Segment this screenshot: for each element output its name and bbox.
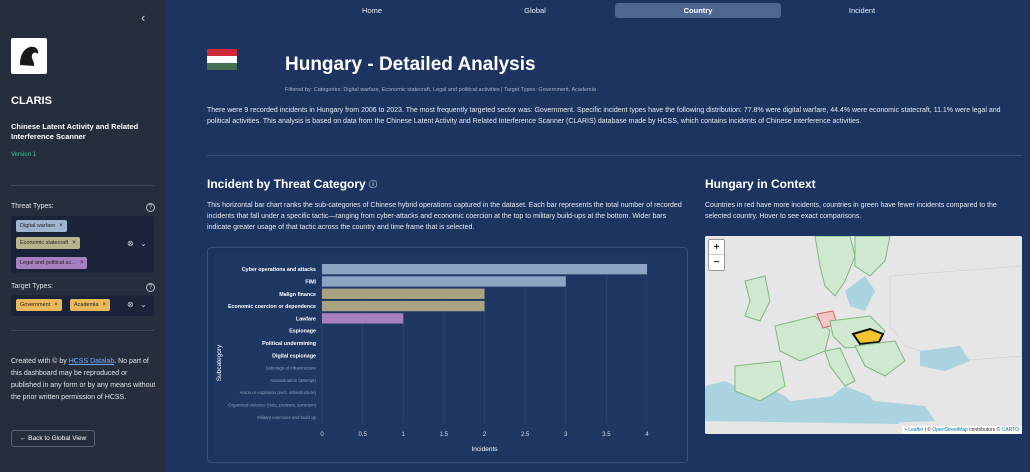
chart-x-tick-label: 0 <box>320 432 324 438</box>
hcss-datalab-link[interactable]: HCSS Datalab <box>68 358 115 365</box>
chart-category-label: Digital espionage <box>272 353 316 359</box>
claris-logo <box>11 38 47 74</box>
chart-x-tick-label: 2 <box>483 432 487 438</box>
copyright-prefix: Created with © by <box>11 358 69 365</box>
copyright-notice: Created with © by HCSS Datalab. No part … <box>11 356 157 404</box>
threat-tag-digital-warfare[interactable]: Digital warfare × <box>16 220 67 232</box>
chart-bar <box>322 288 485 299</box>
chart-plot-background <box>214 254 681 456</box>
tag-label: Academia <box>74 302 99 308</box>
remove-tag-icon[interactable]: × <box>102 302 106 308</box>
filter-summary: Filtered by: Categories: Digital warfare… <box>285 87 596 93</box>
tag-label: Legal and political ac... <box>20 260 76 266</box>
help-icon[interactable]: ? <box>146 283 155 292</box>
hungary-flag <box>207 49 237 70</box>
threat-category-title: Incident by Threat Category <box>207 177 366 191</box>
threat-tag-economic-statecraft[interactable]: Economic statecraft × <box>16 237 80 249</box>
chart-x-tick-label: 1.5 <box>440 432 449 438</box>
threat-tag-legal-political[interactable]: Legal and political ac... × <box>16 257 88 269</box>
tag-label: Government <box>20 302 51 308</box>
chart-category-label: Espionage <box>289 329 316 335</box>
back-to-global-button[interactable]: ← Back to Global View <box>11 430 95 447</box>
chart-category-label: Political undermining <box>262 341 316 347</box>
attribution-text: contributors © <box>967 427 1002 433</box>
app-subtitle: Chinese Latent Activity and Related Inte… <box>11 122 139 141</box>
chart-x-tick-label: 2.5 <box>521 432 530 438</box>
clear-all-icon[interactable]: ⊗ <box>127 239 134 248</box>
map-attribution: ▪ Leaflet | © OpenStreetMap contributors… <box>902 426 1022 434</box>
threat-category-heading: Incident by Threat Category ⓘ <box>207 177 377 191</box>
chart-category-label: FIMI <box>305 279 316 285</box>
chart-bar <box>322 313 404 324</box>
ukraine-flag-icon: ▪ <box>905 427 907 433</box>
chart-x-tick-label: 3 <box>564 432 568 438</box>
map-zoom-control: + − <box>708 239 725 271</box>
remove-tag-icon[interactable]: × <box>72 240 76 246</box>
threat-category-description: This horizontal bar chart ranks the sub-… <box>207 202 682 231</box>
version-label: Version 1 <box>11 152 37 158</box>
chart-category-label: Cyber operations and attacks <box>242 267 316 273</box>
threat-types-label: Threat Types: <box>11 203 54 210</box>
chart-category-label: Economic coercion or dependence <box>228 304 316 310</box>
chart-x-tick-label: 3.5 <box>602 432 611 438</box>
context-description: Countries in red have more incidents, co… <box>705 202 997 220</box>
chart-bar <box>322 300 485 312</box>
tag-label: Economic statecraft <box>20 240 69 246</box>
tab-global[interactable]: Global <box>524 6 546 15</box>
section-divider <box>207 155 1022 156</box>
remove-tag-icon[interactable]: × <box>59 223 63 229</box>
chevron-down-icon[interactable]: ⌄ <box>140 300 147 309</box>
clear-all-icon[interactable]: ⊗ <box>127 300 134 309</box>
collapse-sidebar-icon[interactable]: ‹ <box>141 10 146 25</box>
chart-x-tick-label: 1 <box>402 432 406 438</box>
chevron-down-icon[interactable]: ⌄ <box>140 239 147 248</box>
chart-x-tick-label: 0.5 <box>358 432 367 438</box>
osm-link[interactable]: OpenStreetMap <box>932 427 968 433</box>
remove-tag-icon[interactable]: × <box>54 302 58 308</box>
chart-bar <box>322 276 566 287</box>
threat-types-select[interactable]: Digital warfare × Economic statecraft × Le… <box>11 216 154 273</box>
chart-category-label: Lawfare <box>296 316 316 322</box>
zoom-in-button[interactable]: + <box>709 240 724 255</box>
chart-y-axis-title: Subcategory <box>216 344 223 381</box>
target-types-label: Target Types: <box>11 283 53 290</box>
chart-category-label: Arson or explosion (excl. infrastructure… <box>240 390 317 395</box>
sidebar-divider <box>11 330 154 331</box>
chart-category-label: Assassination (attempt) <box>270 378 316 383</box>
tab-country[interactable]: Country <box>615 3 781 18</box>
zoom-out-button[interactable]: − <box>713 257 720 268</box>
target-tag-academia[interactable]: Academia × <box>70 299 110 311</box>
context-heading: Hungary in Context <box>705 177 816 191</box>
tab-home[interactable]: Home <box>361 6 382 15</box>
chart-category-label: Organized violence (riots, protests, ter… <box>228 403 316 408</box>
chart-category-label: Malign finance <box>279 292 316 298</box>
sidebar-divider <box>11 185 154 186</box>
page-title: Hungary - Detailed Analysis <box>285 54 536 75</box>
copyright-suffix: . No part of this dashboard may be repro… <box>11 358 156 401</box>
app-title: CLARIS <box>11 95 52 107</box>
tag-label: Digital warfare <box>20 223 56 229</box>
chart-category-label: Military exercises and build up <box>257 415 316 420</box>
remove-tag-icon[interactable]: × <box>79 260 84 266</box>
chart-x-axis-title: Incidents <box>471 446 498 453</box>
europe-map[interactable] <box>705 236 1022 434</box>
chart-bar <box>322 263 647 275</box>
help-icon[interactable]: ⓘ <box>369 180 378 189</box>
carto-link[interactable]: CARTO <box>1001 427 1019 433</box>
tab-incident[interactable]: Incident <box>848 6 876 15</box>
target-types-select[interactable]: Government × Academia × ⊗ ⌄ <box>11 295 154 316</box>
sidebar: ‹ CLARIS Chinese Latent Activity and Rel… <box>0 0 166 472</box>
analysis-summary: There were 9 recorded incidents in Hunga… <box>207 107 1001 125</box>
leaflet-link[interactable]: Leaflet <box>908 427 924 433</box>
threat-category-chart[interactable]: 0 0.5 1 1.5 2 2.5 3 3.5 4 Cyber operations and at… <box>207 247 688 463</box>
target-tag-government[interactable]: Government × <box>16 299 62 311</box>
chart-category-label: Sabotage of infrastructure <box>265 366 316 371</box>
attribution-separator: | © <box>923 427 933 433</box>
chart-x-tick-label: 4 <box>645 432 649 438</box>
help-icon[interactable]: ? <box>146 203 155 212</box>
